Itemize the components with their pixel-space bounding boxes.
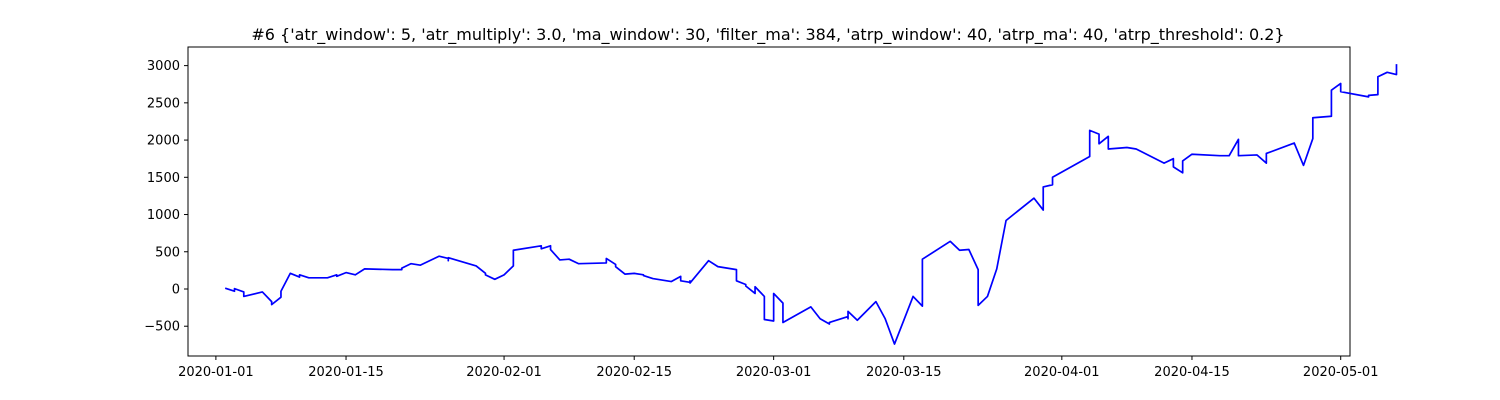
y-tick-label: 0 [172,282,180,297]
x-tick-label: 2020-05-01 [1303,365,1379,380]
x-tick-label: 2020-01-01 [178,365,254,380]
axes-frame [187,46,1351,357]
series-line [224,64,1398,345]
x-tick-label: 2020-03-01 [736,365,812,380]
x-tick-label: 2020-02-15 [596,365,672,380]
x-tick-label: 2020-01-15 [308,365,384,380]
y-tick-label: 500 [155,245,180,260]
y-tick-label: 3000 [147,59,180,74]
plot-area: 2020-01-01 2020-01-15 2020-02-01 2020-02-15… [144,46,1398,380]
chart-title: #6 {'atr_window': 5, 'atr_multiply': 3.0… [251,25,1284,45]
y-tick-label: 2500 [147,96,180,111]
y-tick-label: −500 [144,320,180,335]
x-tick-label: 2020-02-01 [466,365,542,380]
x-tick-label: 2020-04-01 [1024,365,1100,380]
y-tick-label: 2000 [147,134,180,149]
x-tick-label: 2020-03-15 [866,365,942,380]
y-tick-label: 1000 [147,208,180,223]
y-tick-label: 1500 [147,171,180,186]
x-tick-label: 2020-04-15 [1154,365,1230,380]
